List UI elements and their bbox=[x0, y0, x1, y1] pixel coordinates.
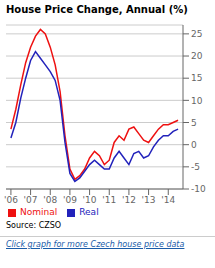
svg-text:'11: '11 bbox=[102, 195, 116, 205]
html-text:Click graph for more Czech hou: Click graph for more Czech house price d… bbox=[6, 240, 185, 249]
svg-text:'07: '07 bbox=[24, 195, 38, 205]
html-text:Real: Real bbox=[79, 207, 99, 217]
svg-text:'06: '06 bbox=[8, 195, 18, 205]
svg-text:'12: '12 bbox=[122, 195, 136, 205]
svg-text:-10: -10 bbox=[191, 184, 206, 194]
svg-text:15: 15 bbox=[191, 73, 202, 83]
html-text:House Price Change, Annual (%): House Price Change, Annual (%) bbox=[6, 4, 188, 15]
svg-text:'09: '09 bbox=[63, 195, 77, 205]
svg-text:25: 25 bbox=[191, 29, 202, 39]
svg-text:20: 20 bbox=[191, 51, 203, 61]
html-text:Nominal: Nominal bbox=[20, 207, 58, 217]
svg-text:0: 0 bbox=[191, 140, 197, 150]
svg-text:10: 10 bbox=[191, 96, 203, 106]
svg-text:'13: '13 bbox=[142, 195, 156, 205]
html-text:Source: CZSO: Source: CZSO bbox=[6, 221, 62, 230]
svg-text:'08: '08 bbox=[43, 195, 57, 205]
svg-text:-5: -5 bbox=[191, 162, 200, 172]
svg-text:'14: '14 bbox=[161, 195, 175, 205]
svg-text:'10: '10 bbox=[83, 195, 97, 205]
svg-text:5: 5 bbox=[191, 118, 197, 128]
